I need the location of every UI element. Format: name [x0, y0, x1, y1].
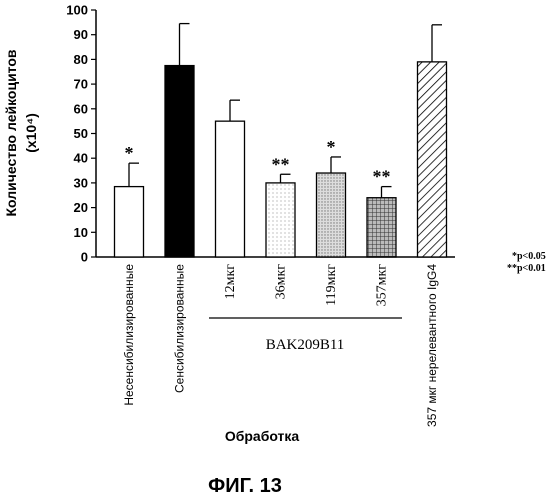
y-tick-label: 20	[74, 200, 88, 215]
significance-marker: **	[373, 167, 391, 187]
category-label: 12мкг	[223, 264, 238, 300]
group-label: BAK209B11	[266, 337, 345, 353]
y-tick-label: 50	[74, 126, 88, 141]
category-label: Сенсибилизированные	[173, 264, 187, 393]
category-label: 119мкг	[324, 264, 339, 306]
y-tick-label: 60	[74, 101, 88, 116]
bar	[418, 62, 447, 257]
y-tick-label: 0	[81, 250, 88, 265]
y-tick-label: 100	[66, 3, 88, 18]
legend-note-p001: **p<0.01	[507, 263, 546, 274]
bar	[115, 187, 144, 257]
y-tick-label: 30	[74, 175, 88, 190]
category-label: 357 мкг нерелевантного IgG4	[425, 264, 439, 427]
y-axis-unit: (x10⁴)	[23, 113, 39, 153]
y-tick-label: 70	[74, 77, 88, 92]
bar	[165, 66, 194, 257]
bar	[367, 198, 396, 257]
y-axis-label: Количество лейкоцитов	[3, 49, 19, 216]
significance-marker: *	[125, 143, 134, 163]
category-label: Несенсибилизированные	[122, 264, 136, 406]
figure-caption: ФИГ. 13	[208, 475, 282, 497]
bars: ******	[115, 24, 447, 257]
y-tick-label: 80	[74, 52, 88, 67]
category-label: 36мкг	[274, 264, 289, 300]
y-tick-label: 10	[74, 225, 88, 240]
significance-marker: *	[327, 137, 336, 157]
category-label: 357мкг	[375, 264, 390, 307]
y-tick-label: 90	[74, 27, 88, 42]
legend-note-p005: *p<0.05	[512, 251, 546, 262]
bar	[216, 121, 245, 257]
significance-marker: **	[272, 154, 290, 174]
y-tick-label: 40	[74, 151, 88, 166]
bar	[266, 183, 295, 257]
bar	[317, 173, 346, 257]
x-axis-label: Обработка	[225, 428, 300, 444]
